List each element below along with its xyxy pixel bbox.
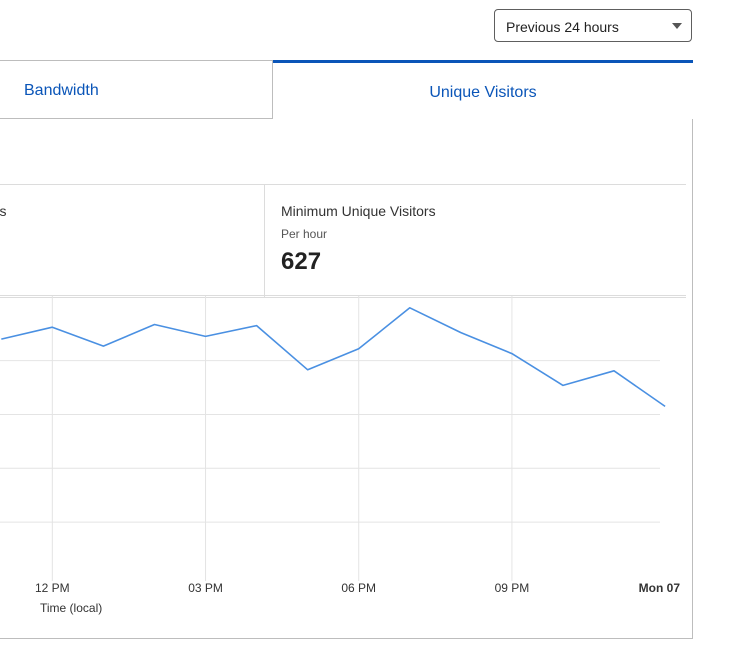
time-range-select[interactable]: Previous 24 hours	[494, 9, 692, 42]
tab-bandwidth[interactable]: Bandwidth	[0, 60, 273, 119]
chevron-down-icon	[672, 23, 682, 29]
x-tick-label-2: 06 PM	[341, 581, 376, 595]
tab-unique-visitors-label: Unique Visitors	[429, 84, 537, 101]
stat-min-visitors-value: 627	[281, 248, 322, 275]
x-tick-label-1: 03 PM	[188, 581, 223, 595]
x-axis-label: Time (local)	[40, 601, 102, 615]
time-range-value: Previous 24 hours	[506, 19, 619, 35]
x-tick-label-4: Mon 07	[639, 581, 681, 595]
stats-row: isitors Minimum Unique Visitors Per hour…	[0, 184, 686, 298]
stat-min-visitors-subtitle: Per hour	[281, 227, 328, 241]
tab-bandwidth-label: Bandwidth	[24, 82, 99, 99]
stat-min-visitors-title: Minimum Unique Visitors	[281, 203, 436, 219]
tab-unique-visitors[interactable]: Unique Visitors	[273, 60, 693, 119]
analytics-panel	[0, 60, 693, 639]
x-tick-label-0: 12 PM	[35, 581, 70, 595]
stat-left-title: isitors	[0, 203, 7, 219]
x-tick-label-3: 09 PM	[495, 581, 530, 595]
stat-divider	[264, 185, 265, 297]
unique-visitors-series-line	[1, 306, 666, 408]
